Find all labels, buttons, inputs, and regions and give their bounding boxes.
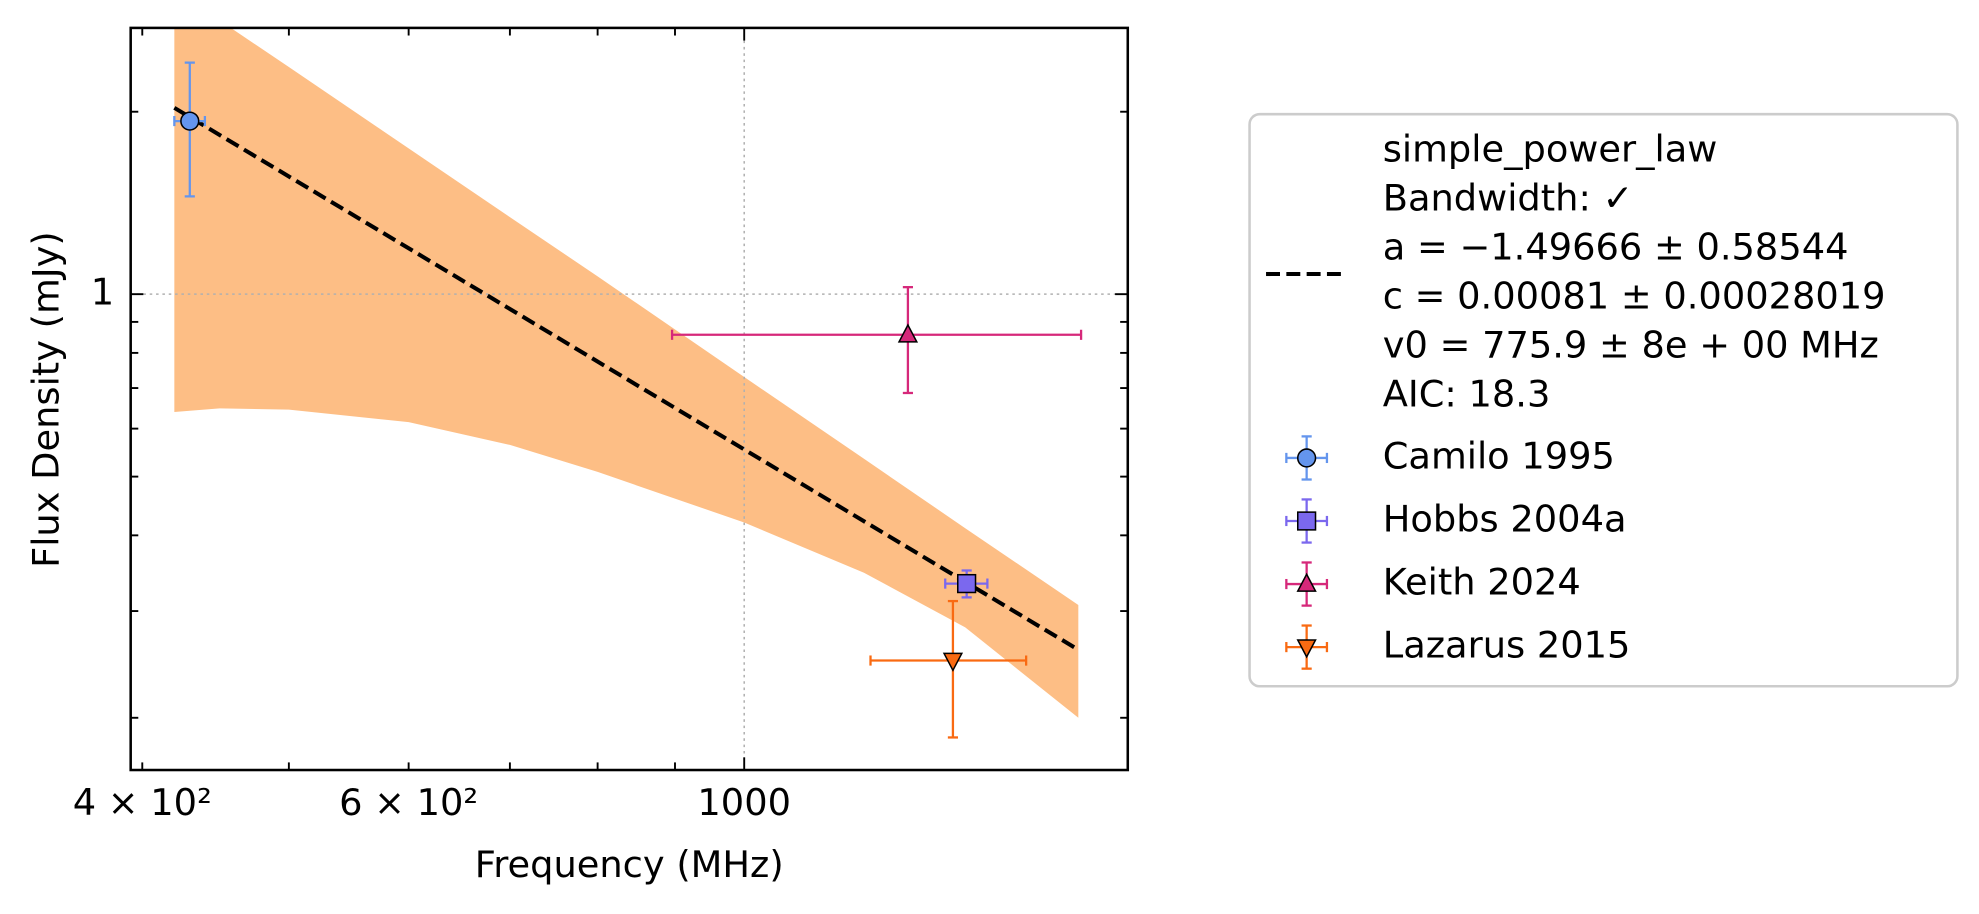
- x-axis-label: Frequency (MHz): [475, 843, 784, 886]
- marker: [1296, 511, 1317, 531]
- legend-fit-text: c = 0.00081 ± 0.00028019: [1383, 274, 1886, 317]
- marker: [1296, 572, 1317, 592]
- x-tick-label: 1000: [697, 781, 791, 824]
- legend-fit-text: a = −1.49666 ± 0.58544: [1383, 225, 1849, 268]
- x-tick-label: 6 × 10²: [339, 781, 478, 824]
- legend-fit-text: v0 = 775.9 ± 8e + 00 MHz: [1383, 323, 1879, 366]
- axes-frame: [129, 26, 1130, 772]
- legend-box: [1248, 112, 1959, 688]
- legend-label: Hobbs 2004a: [1383, 497, 1627, 540]
- plot-area: [130, 27, 1128, 771]
- marker: [957, 573, 977, 594]
- y-axis-label: Flux Density (mJy): [25, 231, 68, 568]
- legend-label: Camilo 1995: [1383, 434, 1615, 477]
- legend-label: Keith 2024: [1383, 561, 1581, 604]
- marker: [1296, 448, 1317, 468]
- legend-fit-text: AIC: 18.3: [1383, 372, 1551, 415]
- marker: [897, 323, 919, 343]
- fit-line: [173, 106, 1080, 652]
- uncertainty-band: [174, 27, 1079, 718]
- legend-fit-text: Bandwidth: ✓: [1383, 176, 1634, 219]
- marker: [1296, 639, 1317, 659]
- marker: [180, 111, 200, 131]
- y-tick-label: 1: [91, 271, 114, 314]
- legend-label: Lazarus 2015: [1383, 624, 1631, 667]
- marker: [942, 652, 964, 672]
- legend-fit-text: simple_power_law: [1383, 127, 1718, 170]
- x-tick-label: 4 × 10²: [73, 781, 212, 824]
